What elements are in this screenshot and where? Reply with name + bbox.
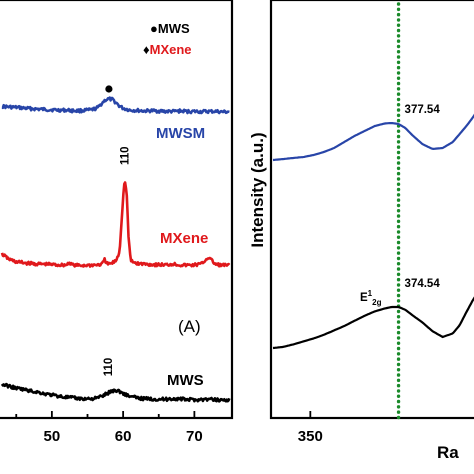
panel-a-x-axis: 50 60 70 xyxy=(15,411,203,445)
peak-annotation-377-54: 377.54 xyxy=(405,104,441,116)
series-line-mws-raman xyxy=(272,296,474,350)
x-tick-label-70: 70 xyxy=(186,428,203,445)
x-tick-label-350: 350 xyxy=(298,428,323,445)
x-axis-label: Ra xyxy=(437,443,459,462)
peak-label-110-mxene: 110 xyxy=(120,146,132,165)
peak-annotation-374-54: 374.54 xyxy=(405,278,441,290)
y-axis-label: Intensity (a.u.) xyxy=(248,132,267,247)
peak-label-110-mws: 110 xyxy=(103,358,115,377)
panel-b: Intensity (a.u.) Ra 350 377.54 374.54 E12… xyxy=(248,0,474,462)
panel-a-frame xyxy=(0,0,234,420)
legend-entry-mxene: ♦MXene xyxy=(143,42,192,57)
x-tick-label-60: 60 xyxy=(115,428,132,445)
panel-b-x-axis: 350 xyxy=(298,411,323,445)
series-line-mws xyxy=(0,382,231,403)
mws-peak-marker xyxy=(105,85,113,93)
series-line-mxene xyxy=(0,181,231,268)
series-label-mwsm: MWSM xyxy=(156,125,205,142)
panel-label: (A) xyxy=(178,317,201,336)
panel-a: 110 110 50 60 70 ●MWS ♦MXene (A) MWSM MXene… xyxy=(0,0,234,445)
panel-b-frame xyxy=(269,0,474,420)
mode-label: E12g xyxy=(360,289,382,307)
series-line-mwsm-raman xyxy=(272,113,474,162)
series-label-mws: MWS xyxy=(167,372,204,389)
panel-a-legend: ●MWS ♦MXene xyxy=(143,21,192,57)
panel-b-series: 377.54 374.54 xyxy=(272,2,474,420)
series-label-mxene: MXene xyxy=(160,230,208,247)
series-line-mwsm xyxy=(1,96,230,115)
legend-entry-mws: ●MWS xyxy=(150,21,190,36)
x-tick-label-50: 50 xyxy=(44,428,61,445)
panel-a-series: 110 110 xyxy=(0,85,231,403)
